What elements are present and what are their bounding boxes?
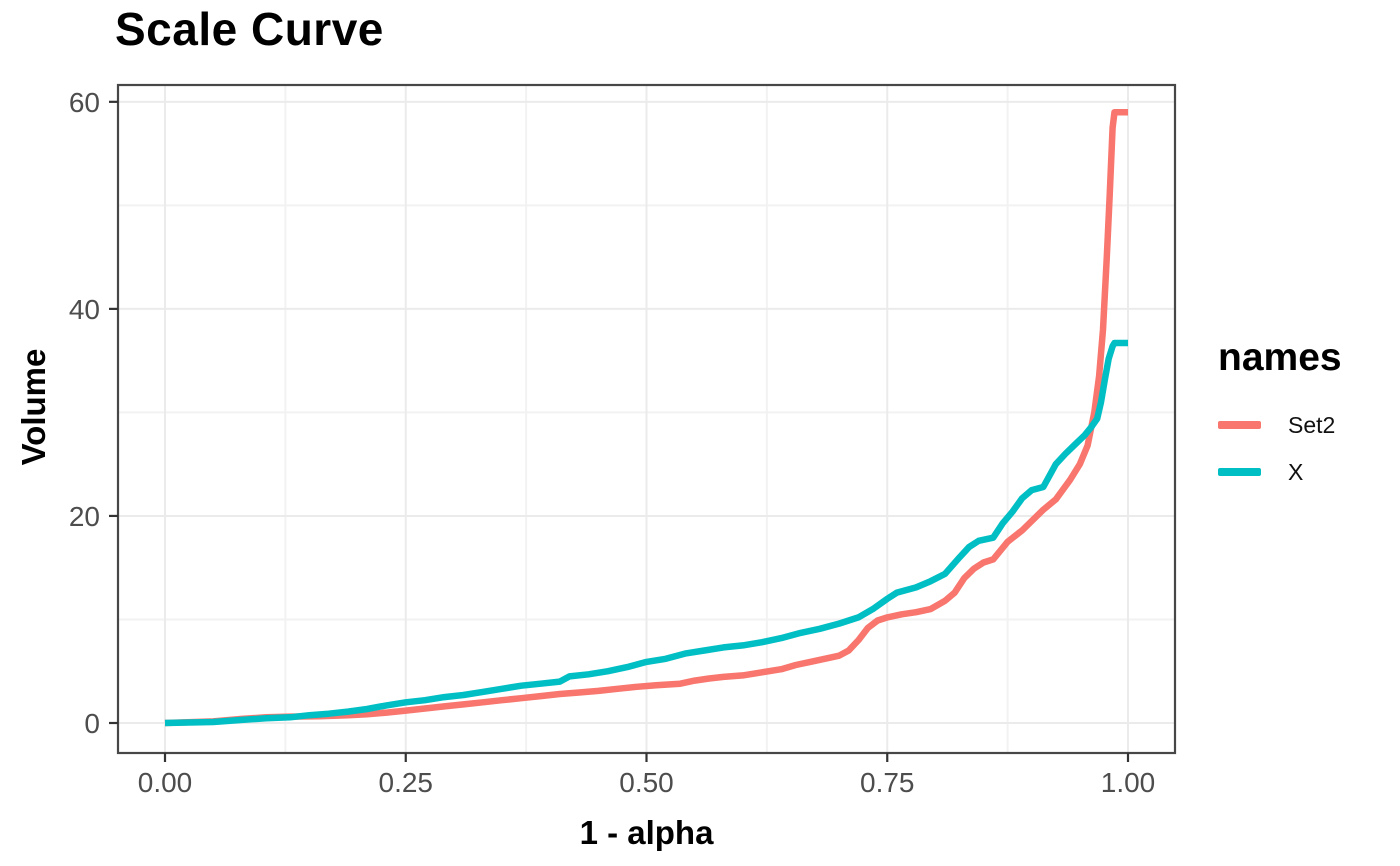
- legend-key-set2: [1218, 421, 1261, 429]
- y-tick-label: 60: [69, 87, 100, 118]
- series-line-x: [164, 339, 1128, 727]
- y-tick-label: 20: [69, 501, 100, 532]
- x-tick-label: 1.00: [1101, 767, 1156, 798]
- x-tick-label: 0.00: [138, 767, 193, 798]
- y-axis-title: Volume: [15, 348, 52, 466]
- legend-title: names: [1218, 336, 1342, 379]
- y-tick-label: 0: [84, 708, 100, 739]
- x-tick-label: 0.25: [379, 767, 434, 798]
- x-tick-label: 0.75: [860, 767, 915, 798]
- legend-item-set2: Set2: [1218, 408, 1342, 442]
- legend-label-set2: Set2: [1288, 411, 1336, 438]
- legend-key-x: [1218, 468, 1261, 476]
- x-tick-label: 0.50: [619, 767, 674, 798]
- legend-label-x: X: [1288, 458, 1304, 485]
- legend: names Set2 X: [1218, 336, 1342, 502]
- x-axis-title: 1 - alpha: [579, 814, 714, 851]
- series-line-set2: [164, 108, 1128, 727]
- legend-item-x: X: [1218, 455, 1342, 489]
- chart-title: Scale Curve: [115, 3, 384, 55]
- y-tick-label: 40: [69, 294, 100, 325]
